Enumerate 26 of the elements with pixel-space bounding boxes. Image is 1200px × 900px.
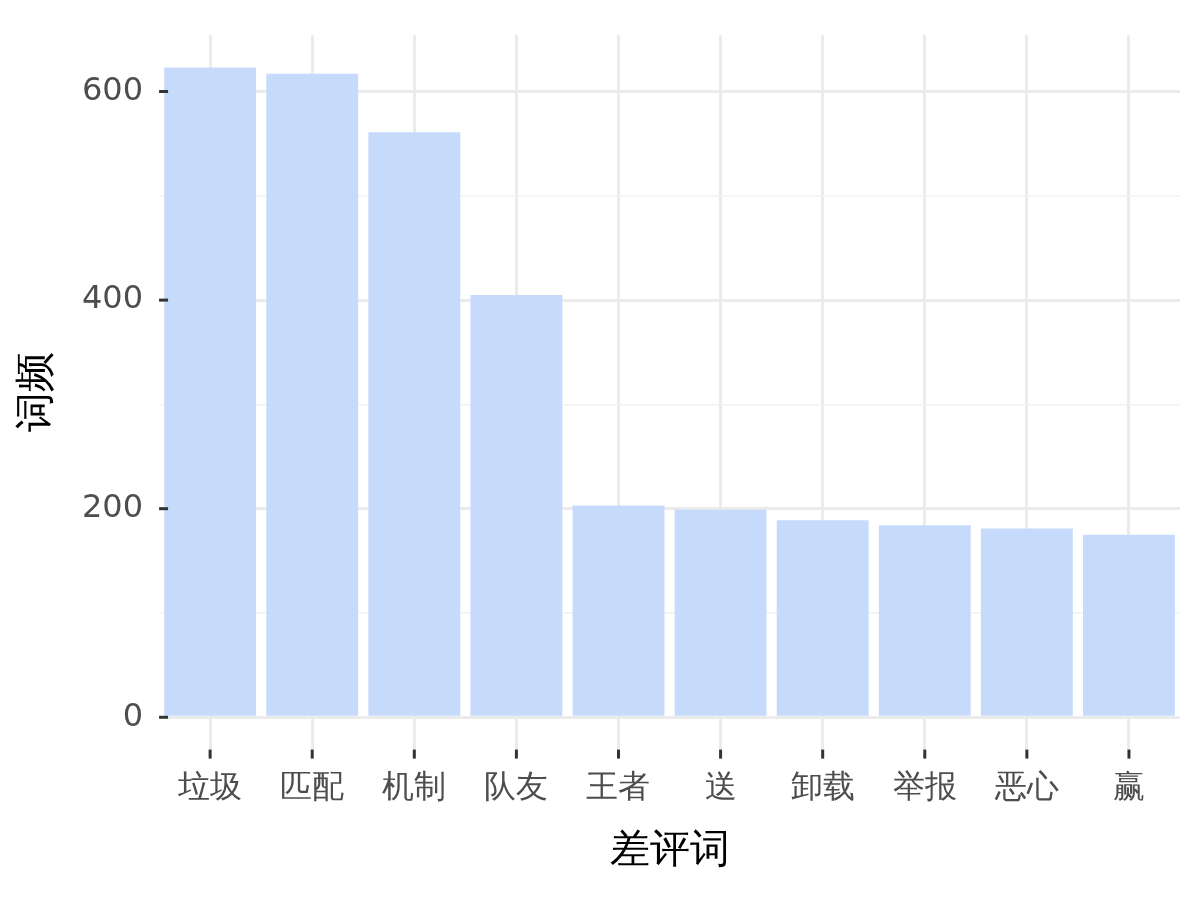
bar: [980, 528, 1073, 716]
x-tick-label: 举报: [892, 767, 957, 806]
bar: [368, 132, 461, 716]
bar: [470, 294, 563, 716]
y-tick-label: 0: [122, 695, 144, 734]
x-tick-label: 赢: [1112, 767, 1145, 806]
bar: [266, 73, 359, 716]
x-tick-label: 卸载: [790, 767, 855, 806]
y-tick-label: 600: [82, 69, 144, 108]
x-tick-label: 恶心: [993, 767, 1059, 806]
x-tick-label: 机制: [382, 767, 447, 806]
x-tick-label: 王者: [586, 767, 651, 806]
bar: [674, 509, 767, 716]
x-axis-title: 差评词: [609, 825, 730, 872]
x-tick-label: 队友: [484, 767, 549, 806]
bar: [878, 525, 971, 716]
bar: [1083, 534, 1175, 716]
y-axis-title: 词频: [11, 352, 58, 433]
bar: [572, 505, 665, 716]
y-tick-label: 200: [82, 487, 144, 525]
x-tick-label: 送: [704, 767, 737, 806]
bar: [164, 67, 257, 716]
bar: [776, 520, 869, 716]
y-tick-label: 400: [82, 278, 144, 317]
x-tick-label: 垃圾: [177, 767, 243, 806]
x-tick-label: 匹配: [280, 767, 345, 806]
